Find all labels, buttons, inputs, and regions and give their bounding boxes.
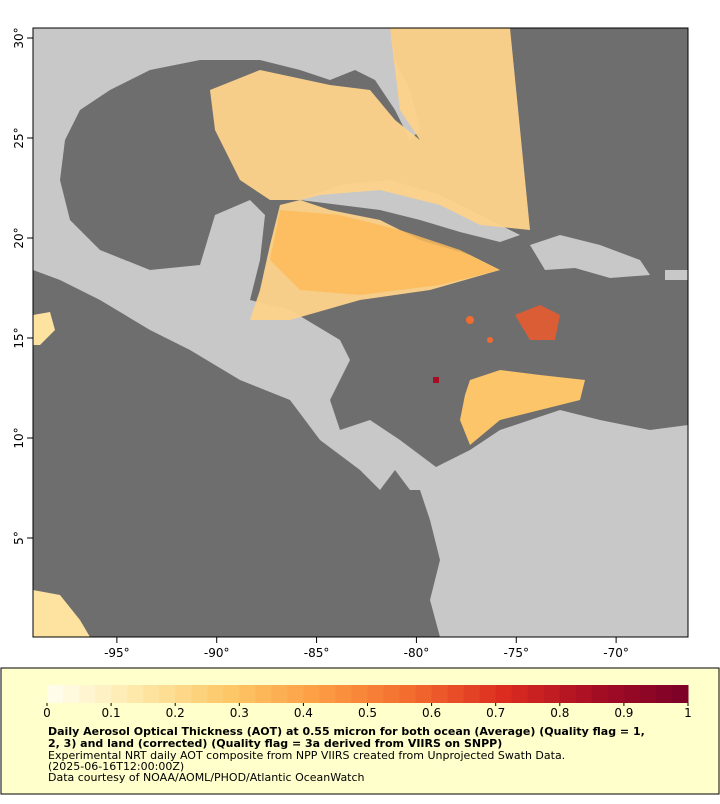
colorbar-tick-label: 0.3 <box>230 706 249 720</box>
colorbar-swatch <box>95 685 112 703</box>
y-tick-label: 10° <box>12 427 26 448</box>
map-area <box>33 28 688 637</box>
caption-line: Experimental NRT daily AOT composite fro… <box>48 749 565 762</box>
colorbar-swatch <box>543 685 561 703</box>
x-tick-label: -70° <box>603 646 629 660</box>
colorbar-swatch <box>239 685 256 703</box>
colorbar-swatch <box>159 685 176 703</box>
colorbar-swatch <box>431 685 449 703</box>
caption-title: Daily Aerosol Optical Thickness (AOT) at… <box>48 725 645 738</box>
aerosol <box>460 370 585 445</box>
y-tick-label: 30° <box>12 27 26 48</box>
colorbar-swatch <box>127 685 144 703</box>
colorbar-swatch <box>47 685 64 703</box>
colorbar-swatch <box>175 685 192 703</box>
colorbar-swatch <box>63 685 80 703</box>
colorbar-tick-label: 0.2 <box>166 706 185 720</box>
y-tick-label: 5° <box>12 531 26 545</box>
colorbar-tick-label: 0.5 <box>358 706 377 720</box>
colorbar-swatch <box>479 685 497 703</box>
caption-line: (2025-06-16T12:00:00Z) <box>48 760 184 773</box>
colorbar-swatch <box>671 685 689 703</box>
x-tick-label: -90° <box>204 646 230 660</box>
colorbar-swatch <box>191 685 208 703</box>
colorbar-swatch <box>511 685 529 703</box>
aerosol <box>466 316 474 324</box>
colorbar-swatch <box>495 685 513 703</box>
colorbar-swatch <box>335 685 352 703</box>
land <box>300 180 520 242</box>
colorbar-tick-label: 0.4 <box>294 706 313 720</box>
colorbar-tick-label: 0.6 <box>422 706 441 720</box>
caption-line: Data courtesy of NOAA/AOML/PHOD/Atlantic… <box>48 771 365 784</box>
colorbar-tick-label: 0 <box>43 706 51 720</box>
colorbar-tick-label: 0.7 <box>486 706 505 720</box>
colorbar-swatch <box>415 685 433 703</box>
y-tick-label: 20° <box>12 227 26 248</box>
aerosol <box>433 377 439 383</box>
land <box>420 410 688 637</box>
colorbar-swatch <box>271 685 288 703</box>
colorbar-tick-label: 0.1 <box>102 706 121 720</box>
colorbar-tick-label: 0.9 <box>614 706 633 720</box>
colorbar-swatch <box>655 685 673 703</box>
colorbar-swatch <box>351 685 368 703</box>
colorbar-swatch <box>623 685 641 703</box>
colorbar-swatch <box>399 685 417 703</box>
colorbar-swatch <box>447 685 465 703</box>
colorbar-swatch <box>111 685 128 703</box>
aerosol <box>270 210 500 295</box>
colorbar-swatch <box>559 685 577 703</box>
colorbar-swatch <box>607 685 625 703</box>
colorbar-swatch <box>303 685 320 703</box>
land <box>530 235 650 278</box>
aerosol <box>487 337 493 343</box>
colorbar-swatch <box>207 685 224 703</box>
colorbar-swatch <box>591 685 609 703</box>
y-tick-label: 15° <box>12 327 26 348</box>
colorbar-swatch <box>223 685 240 703</box>
colorbar-swatch <box>143 685 160 703</box>
colorbar-swatch <box>383 685 401 703</box>
colorbar-tick-label: 0.8 <box>550 706 569 720</box>
land <box>665 270 688 280</box>
x-tick-label: -85° <box>304 646 330 660</box>
y-tick-label: 25° <box>12 127 26 148</box>
colorbar-swatch <box>79 685 96 703</box>
colorbar-swatch <box>527 685 545 703</box>
map-frame <box>32 27 689 638</box>
aerosol <box>515 305 560 340</box>
colorbar-swatch <box>319 685 336 703</box>
x-tick-label: -75° <box>503 646 529 660</box>
caption-title: 2, 3) and land (corrected) (Quality flag… <box>48 737 502 750</box>
colorbar-swatch <box>367 685 385 703</box>
colorbar-swatch <box>575 685 593 703</box>
land <box>33 28 440 490</box>
aerosol <box>33 312 55 345</box>
colorbar-swatch <box>255 685 272 703</box>
x-tick-label: -80° <box>404 646 430 660</box>
colorbar-swatch <box>639 685 657 703</box>
aerosol <box>33 590 90 637</box>
colorbar-swatch <box>463 685 481 703</box>
x-tick-label: -95° <box>104 646 130 660</box>
colorbar-swatch <box>287 685 304 703</box>
colorbar-tick-label: 1 <box>684 706 692 720</box>
